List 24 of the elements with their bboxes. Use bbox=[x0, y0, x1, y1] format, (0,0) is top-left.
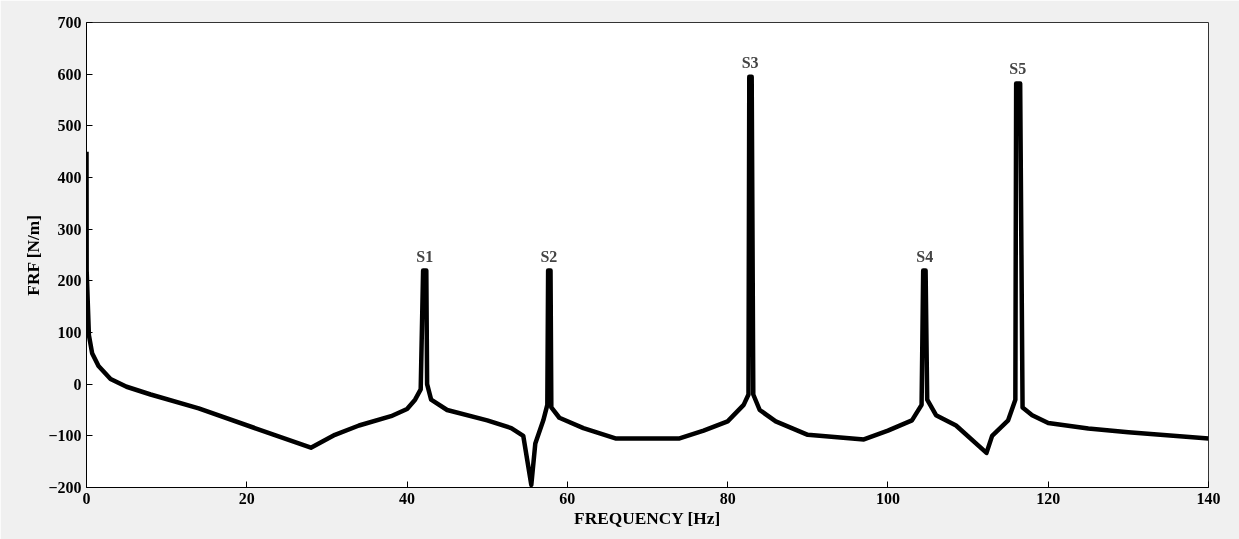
x-tick-label: 80 bbox=[719, 489, 736, 507]
x-tick-label: 60 bbox=[559, 489, 576, 507]
annotation: S3 bbox=[741, 53, 759, 71]
x-tick-label: 40 bbox=[399, 489, 416, 507]
annotation: S1 bbox=[416, 247, 434, 265]
x-tick-label: 20 bbox=[238, 489, 255, 507]
annotation: S2 bbox=[540, 247, 558, 265]
x-axis-title: FREQUENCY [Hz] bbox=[574, 508, 721, 528]
y-tick-label: 700 bbox=[57, 14, 82, 31]
x-tick-label: 100 bbox=[875, 489, 900, 507]
y-axis-title: FRF [N/m] bbox=[24, 214, 44, 296]
y-tick-label: 100 bbox=[57, 324, 82, 341]
x-tick-label: 140 bbox=[1196, 489, 1221, 507]
y-tick-label: 200 bbox=[57, 272, 82, 290]
y-tick-label: 400 bbox=[57, 169, 82, 186]
y-tick-label: −200 bbox=[48, 479, 82, 496]
annotation: S5 bbox=[1009, 60, 1027, 78]
y-tick-label: 600 bbox=[57, 65, 82, 83]
y-tick-label: 300 bbox=[57, 220, 82, 238]
annotation: S4 bbox=[916, 247, 934, 265]
x-tick-label: 120 bbox=[1036, 489, 1061, 507]
y-tick-label: 0 bbox=[73, 375, 82, 393]
y-tick-label: −100 bbox=[48, 427, 82, 445]
y-tick-label: 500 bbox=[57, 117, 82, 135]
